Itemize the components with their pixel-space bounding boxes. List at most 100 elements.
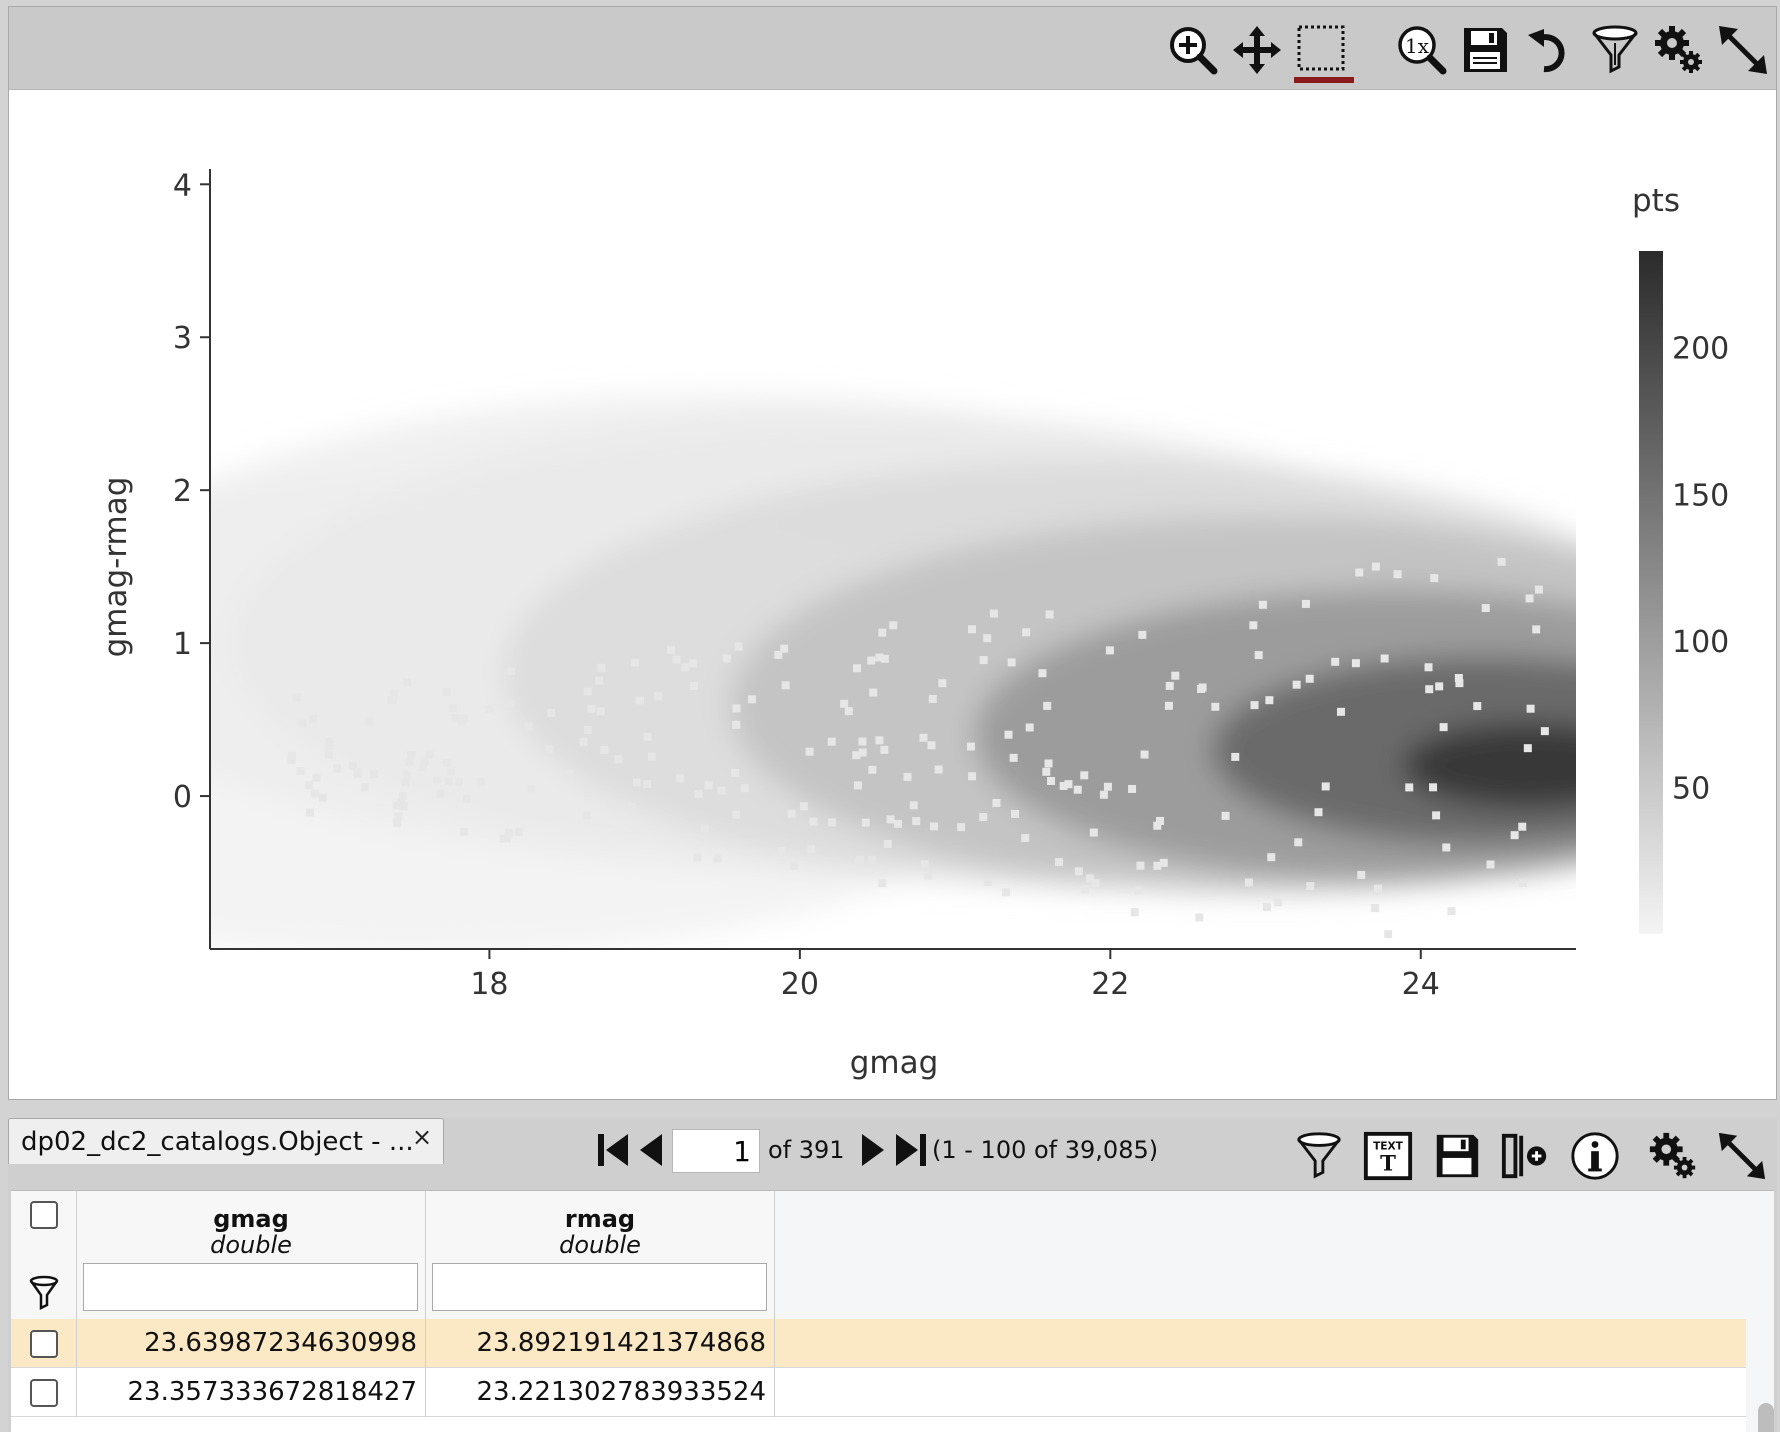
- density-cell: [1430, 574, 1439, 583]
- density-cell: [1156, 816, 1165, 825]
- zoom-1x-icon[interactable]: 1x: [1393, 21, 1451, 79]
- rmag-filter-input[interactable]: [432, 1263, 767, 1311]
- x-axis-title: gmag: [850, 1045, 939, 1081]
- row-checkbox[interactable]: [30, 1330, 58, 1358]
- density-cell: [689, 659, 698, 668]
- gmag-filter-input[interactable]: [83, 1263, 418, 1311]
- table-row[interactable]: 23.357333672818427 23.221302783933524: [11, 1368, 1746, 1417]
- density-cell: [1038, 669, 1047, 678]
- table-row[interactable]: 23.63987234630998 23.892191421374868: [11, 1319, 1746, 1368]
- density-cell: [401, 778, 410, 787]
- density-cell: [889, 621, 898, 630]
- colorbar-tick-label: 50: [1672, 771, 1710, 806]
- density-cell: [734, 642, 743, 651]
- y-tick-label: 4: [173, 168, 192, 203]
- x-tick-label: 22: [1091, 967, 1129, 1002]
- density-cell: [312, 773, 321, 782]
- info-icon[interactable]: [1565, 1126, 1625, 1186]
- density-cell: [957, 823, 966, 832]
- filter-row-icon[interactable]: [28, 1275, 60, 1311]
- density-cell: [1351, 659, 1360, 668]
- density-cell: [304, 781, 313, 790]
- save-icon[interactable]: [1456, 21, 1514, 79]
- table-settings-icon[interactable]: [1643, 1126, 1703, 1186]
- density-cell: [631, 658, 640, 667]
- density-cell: [1080, 771, 1089, 780]
- density-cell: [393, 818, 402, 827]
- density-cell: [852, 751, 861, 760]
- density-cell: [883, 839, 892, 848]
- density-cell: [1518, 822, 1527, 831]
- column-header-rmag[interactable]: rmag double: [426, 1191, 775, 1319]
- density-cell: [1007, 658, 1016, 667]
- density-cell: [1263, 903, 1272, 912]
- table-filter-icon[interactable]: [1289, 1126, 1349, 1186]
- text-view-icon[interactable]: TEXT T: [1358, 1126, 1418, 1186]
- density-cell: [1010, 809, 1019, 818]
- column-type: double: [210, 1231, 292, 1259]
- density-cell: [527, 784, 536, 793]
- select-box-icon[interactable]: [1292, 21, 1350, 79]
- first-page-icon[interactable]: [596, 1128, 630, 1172]
- density-cell: [809, 817, 818, 826]
- density-cell: [394, 812, 403, 821]
- density-cell: [1047, 777, 1056, 786]
- density-cell: [875, 653, 884, 662]
- page-number-input[interactable]: [672, 1129, 760, 1173]
- previous-page-icon[interactable]: [638, 1128, 664, 1172]
- close-tab-button[interactable]: ×: [412, 1123, 433, 1151]
- density-cell: [502, 834, 511, 843]
- density-cell: [425, 750, 434, 759]
- restore-icon[interactable]: [1522, 21, 1580, 79]
- density-cell: [1164, 701, 1173, 710]
- density-cell: [676, 774, 685, 783]
- heatmap-plot[interactable]: 18 20 22 24 0 1 2 3 4 gmag gmag-rmag pts 50 100 15…: [9, 89, 1776, 1099]
- table-save-icon[interactable]: [1427, 1126, 1487, 1186]
- select-all-checkbox[interactable]: [30, 1201, 58, 1229]
- column-header-gmag[interactable]: gmag double: [77, 1191, 426, 1319]
- settings-icon[interactable]: [1650, 21, 1708, 79]
- density-cell: [967, 625, 976, 634]
- chart-panel: 1x 18 20 22 24 0 1 2 3 4 g: [8, 6, 1777, 1100]
- add-column-icon[interactable]: [1496, 1126, 1556, 1186]
- gmag-cell: 23.63987234630998: [77, 1319, 426, 1368]
- density-cell: [442, 688, 451, 697]
- density-cell: [1002, 888, 1011, 897]
- density-cell: [600, 745, 609, 754]
- density-cell: [968, 772, 977, 781]
- density-cell: [1294, 838, 1303, 847]
- density-cell: [1064, 780, 1073, 789]
- density-cell: [1249, 621, 1258, 630]
- row-range: (1 - 100 of 39,085): [932, 1136, 1159, 1164]
- table-tab[interactable]: dp02_dc2_catalogs.Object - ... ×: [8, 1118, 444, 1164]
- zoom-1x-label: 1x: [1405, 34, 1430, 58]
- density-cell: [1518, 879, 1527, 888]
- active-tool-underline: [1294, 77, 1354, 83]
- row-selector: [11, 1368, 77, 1417]
- expand-icon[interactable]: [1714, 21, 1772, 79]
- column-name: rmag: [564, 1205, 636, 1233]
- density-cell: [1473, 702, 1482, 711]
- last-page-icon[interactable]: [894, 1128, 928, 1172]
- density-cell: [506, 699, 515, 708]
- table-expand-icon[interactable]: [1712, 1126, 1772, 1186]
- row-selector: [11, 1319, 77, 1368]
- density-cell: [858, 737, 867, 746]
- density-cell: [780, 644, 789, 653]
- filter-icon[interactable]: [1586, 21, 1644, 79]
- next-page-icon[interactable]: [860, 1128, 886, 1172]
- density-cell: [1171, 671, 1180, 680]
- row-checkbox[interactable]: [30, 1379, 58, 1407]
- density-cell: [596, 707, 605, 716]
- density-cell: [1085, 874, 1094, 883]
- density-cell: [1197, 684, 1206, 693]
- pan-icon[interactable]: [1228, 21, 1286, 79]
- density-cell: [443, 758, 452, 767]
- density-cell: [781, 681, 790, 690]
- table-row[interactable]: [11, 1417, 1746, 1432]
- vertical-scrollbar[interactable]: [1758, 1403, 1774, 1432]
- zoom-in-icon[interactable]: [1164, 21, 1222, 79]
- density-cell: [432, 776, 441, 785]
- density-cell: [1402, 722, 1576, 809]
- density-cell: [1374, 884, 1383, 893]
